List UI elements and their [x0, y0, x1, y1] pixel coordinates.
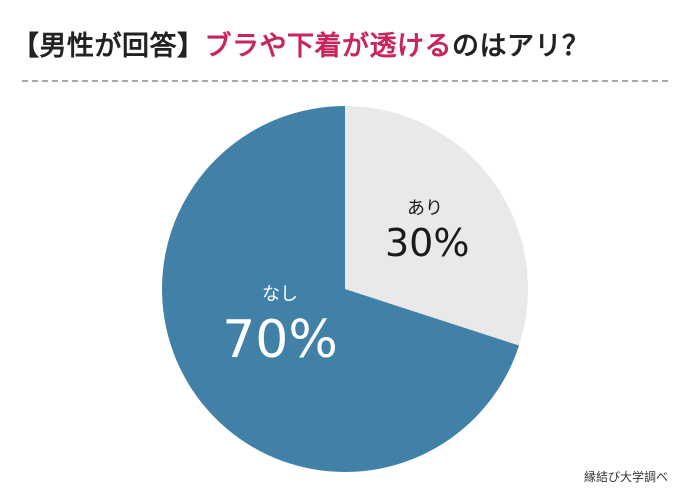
- slice-category-nashi: なし: [262, 284, 298, 305]
- slice-category-ari: あり: [407, 198, 443, 219]
- slice-value-nashi: 70%: [222, 310, 338, 370]
- pie-slice-ari: [345, 106, 528, 346]
- title-highlight: ブラや下着が透ける: [204, 31, 452, 62]
- pie-slice-nashi: [161, 106, 520, 472]
- chart-title: 【男性が回答】ブラや下着が透けるのはアリ？: [12, 30, 590, 64]
- source-note: 縁結び大学調べ: [583, 470, 668, 484]
- title-suffix: のはアリ？: [452, 31, 590, 62]
- title-prefix: 【男性が回答】: [12, 31, 205, 62]
- title-divider: [22, 80, 668, 82]
- slice-label-nashi: なし 70%: [220, 284, 340, 370]
- slice-label-ari: あり 30%: [385, 198, 470, 265]
- slice-value-ari: 30%: [385, 221, 470, 265]
